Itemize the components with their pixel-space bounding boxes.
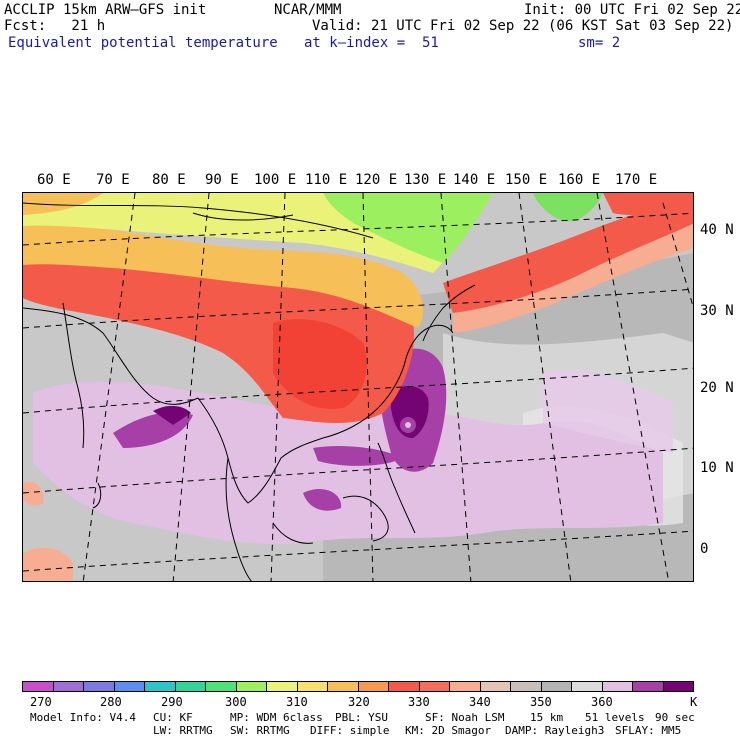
lon-label: 140 E	[453, 172, 496, 188]
theta-e-map	[22, 192, 694, 582]
model-title: ACCLIP 15km ARW–GFS init	[4, 2, 207, 18]
colorbar-swatch	[297, 682, 328, 691]
footer-item: CU: KF	[153, 711, 193, 724]
lon-label: 130 E	[404, 172, 447, 188]
colorbar-swatch	[633, 682, 664, 691]
colorbar-swatch	[663, 682, 693, 691]
colorbar-label: 350	[530, 695, 552, 709]
colorbar-label: 280	[100, 695, 122, 709]
lon-label: 120 E	[355, 172, 398, 188]
footer-item: DIFF: simple	[310, 724, 390, 737]
lon-label: 60 E	[37, 172, 71, 188]
footer-item: 51 levels	[585, 711, 645, 724]
lon-label: 170 E	[615, 172, 658, 188]
lat-label: 20 N	[700, 380, 734, 396]
footer-item: KM: 2D Smagor	[405, 724, 492, 737]
colorbar-swatch	[175, 682, 206, 691]
colorbar-label: 340	[469, 695, 491, 709]
colorbar-label: 360	[591, 695, 613, 709]
footer-item: 90 sec	[655, 711, 695, 724]
colorbar-label: 300	[225, 695, 247, 709]
footer-item: MP: WDM 6class	[230, 711, 323, 724]
lat-label: 0	[700, 541, 709, 557]
colorbar-swatch	[53, 682, 84, 691]
colorbar-swatch	[450, 682, 481, 691]
colorbar-swatch	[206, 682, 237, 691]
lon-label: 150 E	[505, 172, 548, 188]
forecast-hour: Fcst: 21 h	[4, 18, 106, 34]
colorbar-label: 310	[286, 695, 308, 709]
lon-label: 80 E	[152, 172, 186, 188]
colorbar-label: 320	[348, 695, 370, 709]
footer-item: 15 km	[530, 711, 564, 724]
lon-label: 70 E	[96, 172, 130, 188]
colorbar-label: 290	[161, 695, 183, 709]
colorbar-swatch	[84, 682, 115, 691]
lon-label: 100 E	[254, 172, 297, 188]
colorbar-swatch	[602, 682, 633, 691]
footer-item: SW: RRTMG	[230, 724, 290, 737]
colorbar-swatch	[419, 682, 450, 691]
footer-item: SFLAY: MM5	[615, 724, 682, 737]
footer-item: Model Info: V4.4	[30, 711, 136, 724]
lat-label: 10 N	[700, 460, 734, 476]
colorbar-swatch	[328, 682, 359, 691]
colorbar-swatch	[389, 682, 420, 691]
colorbar-unit: K	[690, 695, 698, 709]
field-shading	[23, 193, 693, 581]
footer-item: PBL: YSU	[335, 711, 388, 724]
colorbar-swatch	[358, 682, 389, 691]
colorbar-swatch	[267, 682, 298, 691]
valid-time: Valid: 21 UTC Fri 02 Sep 22 (06 KST Sat …	[312, 18, 734, 34]
colorbar-swatch	[541, 682, 572, 691]
colorbar-label: 330	[408, 695, 430, 709]
organization-label: NCAR/MMM	[274, 2, 342, 18]
colorbar-swatch	[114, 682, 145, 691]
lon-label: 160 E	[558, 172, 601, 188]
colorbar	[22, 681, 694, 692]
lat-label: 40 N	[700, 222, 734, 238]
colorbar-swatch	[23, 682, 54, 691]
colorbar-swatch	[511, 682, 542, 691]
footer-item: DAMP: Rayleigh3	[505, 724, 605, 737]
footer-item: SF: Noah LSM	[425, 711, 505, 724]
colorbar-swatch	[145, 682, 176, 691]
colorbar-swatch	[480, 682, 511, 691]
colorbar-swatch	[572, 682, 603, 691]
field-name: Equivalent potential temperature	[8, 35, 278, 51]
lat-label: 30 N	[700, 303, 734, 319]
smoothing-label: sm= 2	[578, 35, 621, 51]
colorbar-label: 270	[30, 695, 52, 709]
lon-label: 110 E	[305, 172, 348, 188]
lon-label: 90 E	[205, 172, 239, 188]
init-time: Init: 00 UTC Fri 02 Sep 22	[524, 2, 740, 18]
level-label: at k–index = 51	[304, 35, 439, 51]
colorbar-swatch	[236, 682, 267, 691]
footer-item: LW: RRTMG	[153, 724, 213, 737]
